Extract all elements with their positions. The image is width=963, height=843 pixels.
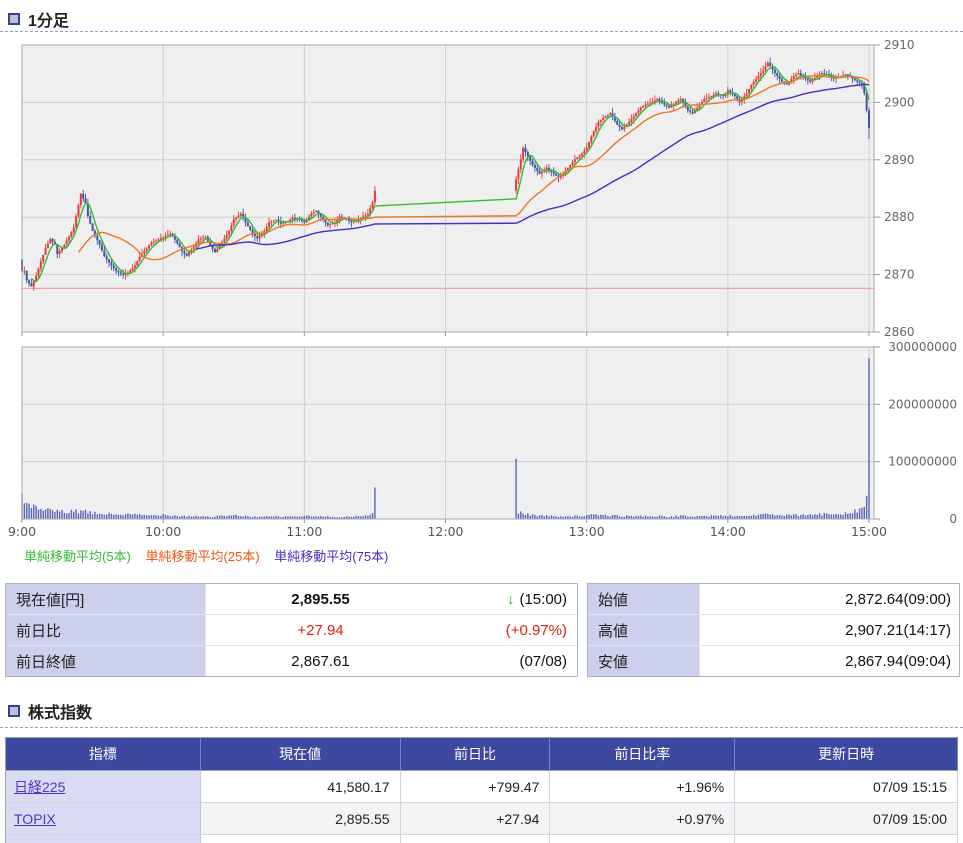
svg-text:2870: 2870 <box>884 268 915 282</box>
current-price-extra: ↓ (15:00) <box>435 584 577 614</box>
legend-ma25: 単純移動平均(25本) <box>145 549 260 564</box>
svg-text:11:00: 11:00 <box>286 524 322 539</box>
topix-updated: 07/09 15:00 <box>734 802 958 835</box>
svg-text:300000000: 300000000 <box>888 340 957 354</box>
prev-close-value: 2,867.61 <box>291 652 350 670</box>
svg-text:10:00: 10:00 <box>145 524 181 539</box>
summary-row-change: 前日比 +27.94 (+0.97%) <box>6 615 577 646</box>
current-price-value: 2,895.55 <box>291 590 350 608</box>
header-change: 前日比 <box>400 737 551 771</box>
svg-text:9:00: 9:00 <box>8 524 36 539</box>
summary-label: 前日比 <box>6 615 206 645</box>
nikkei225-link[interactable]: 日経225 <box>14 778 66 795</box>
change-value: +27.94 <box>297 621 344 639</box>
svg-text:14:00: 14:00 <box>710 524 746 539</box>
svg-text:2900: 2900 <box>884 95 915 109</box>
change-pct: (+0.97%) <box>505 621 567 639</box>
indices-header-row: 指標 現在値 前日比 前日比率 更新日時 <box>5 737 958 771</box>
open-value: 2,872.64(09:00) <box>845 590 951 608</box>
summary-label: 現在値[円] <box>6 584 206 614</box>
topix-pct: +0.97% <box>549 802 736 835</box>
price-volume-chart: 2860 2870 2880 2890 2900 2910 0 100000000 200000… <box>8 38 957 539</box>
separator <box>0 727 963 728</box>
indices-section-title: 株式指数 <box>8 699 92 723</box>
summary-row-low: 安値 2,867.94(09:04) <box>588 646 959 676</box>
svg-text:2860: 2860 <box>884 325 915 339</box>
summary-label: 始値 <box>588 584 700 614</box>
summary-tables: 現在値[円] 2,895.55 ↓ (15:00) 前日比 +27.94 (+0… <box>5 583 960 677</box>
topix-change: +27.94 <box>400 802 551 835</box>
summary-label: 高値 <box>588 615 700 645</box>
svg-text:2910: 2910 <box>884 38 915 52</box>
svg-text:2880: 2880 <box>884 210 915 224</box>
chart-legend: 単純移動平均(5本) 単純移動平均(25本) 単純移動平均(75本) <box>24 546 399 565</box>
chart-section-title-label: 1分足 <box>28 13 69 30</box>
svg-text:0: 0 <box>949 512 957 526</box>
table-row-nikkei225: 日経225 41,580.17 +799.47 +1.96% 07/09 15:… <box>5 770 958 803</box>
nikkei225-change: +799.47 <box>400 770 551 803</box>
header-index-name: 指標 <box>5 737 201 771</box>
chart-section-title: 1分足 <box>8 7 69 31</box>
svg-text:100000000: 100000000 <box>888 455 957 469</box>
summary-label: 安値 <box>588 646 700 676</box>
section-square-icon <box>8 13 20 25</box>
growth250-value <box>200 834 401 843</box>
summary-row-open: 始値 2,872.64(09:00) <box>588 584 959 615</box>
separator <box>0 31 963 32</box>
legend-ma5: 単純移動平均(5本) <box>24 549 131 564</box>
growth250-updated <box>734 834 958 843</box>
summary-row-prev-close: 前日終値 2,867.61 (07/08) <box>6 646 577 676</box>
low-value: 2,867.94(09:04) <box>845 652 951 670</box>
ohlc-summary-table: 始値 2,872.64(09:00) 高値 2,907.21(14:17) 安値… <box>587 583 960 677</box>
summary-label: 前日終値 <box>6 646 206 676</box>
growth250-change <box>400 834 551 843</box>
header-current-value: 現在値 <box>200 737 401 771</box>
header-change-pct: 前日比率 <box>549 737 736 771</box>
nikkei225-updated: 07/09 15:15 <box>734 770 958 803</box>
header-updated: 更新日時 <box>734 737 958 771</box>
growth250-pct <box>549 834 736 843</box>
svg-text:15:00: 15:00 <box>851 524 887 539</box>
summary-row-high: 高値 2,907.21(14:17) <box>588 615 959 646</box>
nikkei225-value: 41,580.17 <box>200 770 401 803</box>
svg-text:13:00: 13:00 <box>569 524 605 539</box>
svg-text:2890: 2890 <box>884 153 915 167</box>
prev-close-date: (07/08) <box>519 652 567 670</box>
section-square-icon <box>8 705 20 717</box>
nikkei225-pct: +1.96% <box>549 770 736 803</box>
topix-value: 2,895.55 <box>200 802 401 835</box>
svg-text:12:00: 12:00 <box>427 524 463 539</box>
high-value: 2,907.21(14:17) <box>845 621 951 639</box>
indices-table: 指標 現在値 前日比 前日比率 更新日時 日経225 41,580.17 +79… <box>5 737 958 843</box>
down-arrow-icon: ↓ <box>506 590 515 608</box>
summary-row-current: 現在値[円] 2,895.55 ↓ (15:00) <box>6 584 577 615</box>
table-row-topix: TOPIX 2,895.55 +27.94 +0.97% 07/09 15:00 <box>5 802 958 835</box>
svg-text:200000000: 200000000 <box>888 397 957 411</box>
indices-section-title-label: 株式指数 <box>28 705 93 722</box>
price-summary-table: 現在値[円] 2,895.55 ↓ (15:00) 前日比 +27.94 (+0… <box>5 583 578 677</box>
legend-ma75: 単純移動平均(75本) <box>274 549 389 564</box>
table-row-growth250: グロース250 <box>5 834 958 843</box>
current-price-time: (15:00) <box>519 590 567 608</box>
topix-link[interactable]: TOPIX <box>14 810 56 827</box>
